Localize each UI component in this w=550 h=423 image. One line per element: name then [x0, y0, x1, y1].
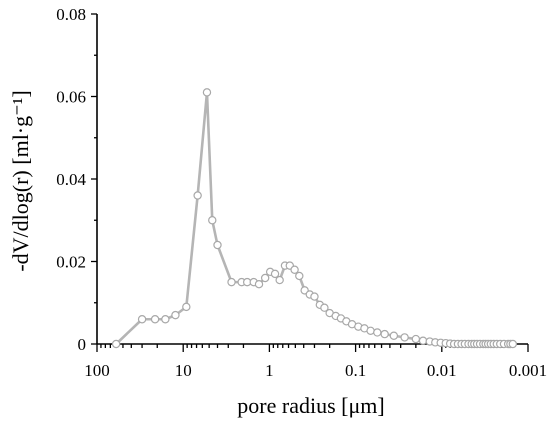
data-point	[193, 191, 202, 200]
data-point	[202, 88, 212, 97]
x-tick-label: 10	[175, 361, 192, 380]
y-tick-label: 0	[78, 335, 87, 354]
y-tick-label: 0.04	[56, 170, 86, 189]
data-point	[208, 216, 217, 225]
x-tick-label: 1	[265, 361, 274, 380]
data-point	[137, 315, 147, 324]
y-axis-title: -dV/dlog(r) [ml·g⁻¹]	[8, 90, 33, 271]
x-tick-label: 0.1	[345, 361, 366, 380]
data-point	[270, 269, 280, 279]
y-ticks: 0 0.02 0.04 0.06 0.08	[56, 5, 97, 354]
data-point	[310, 292, 319, 301]
data-point	[171, 310, 180, 320]
data-point	[254, 279, 264, 289]
data-point	[213, 240, 222, 250]
data-series	[111, 88, 518, 349]
y-tick-label: 0.06	[56, 88, 86, 107]
data-point	[400, 333, 409, 342]
data-point	[373, 328, 382, 337]
data-point	[320, 303, 329, 312]
data-point	[380, 329, 389, 339]
x-ticks: 100 10 1 0.1 0.01 0.001	[84, 344, 547, 380]
data-point	[389, 331, 399, 340]
data-point	[275, 275, 284, 285]
data-point	[290, 265, 299, 274]
data-point	[418, 336, 428, 345]
data-point	[227, 277, 236, 287]
x-axis-title: pore radius [μm]	[237, 393, 384, 418]
data-point	[411, 334, 421, 344]
x-tick-label: 0.01	[427, 361, 457, 380]
data-point	[111, 339, 121, 349]
data-point	[260, 273, 270, 283]
y-tick-label: 0.02	[56, 253, 86, 272]
data-point	[508, 339, 518, 349]
data-point	[182, 302, 191, 312]
data-point	[150, 315, 160, 324]
x-tick-label: 0.001	[509, 361, 547, 380]
x-tick-label: 100	[84, 361, 110, 380]
y-tick-label: 0.08	[56, 5, 86, 24]
series-line	[115, 91, 513, 346]
data-point	[295, 271, 304, 281]
data-point	[161, 315, 170, 324]
data-point	[366, 326, 375, 335]
